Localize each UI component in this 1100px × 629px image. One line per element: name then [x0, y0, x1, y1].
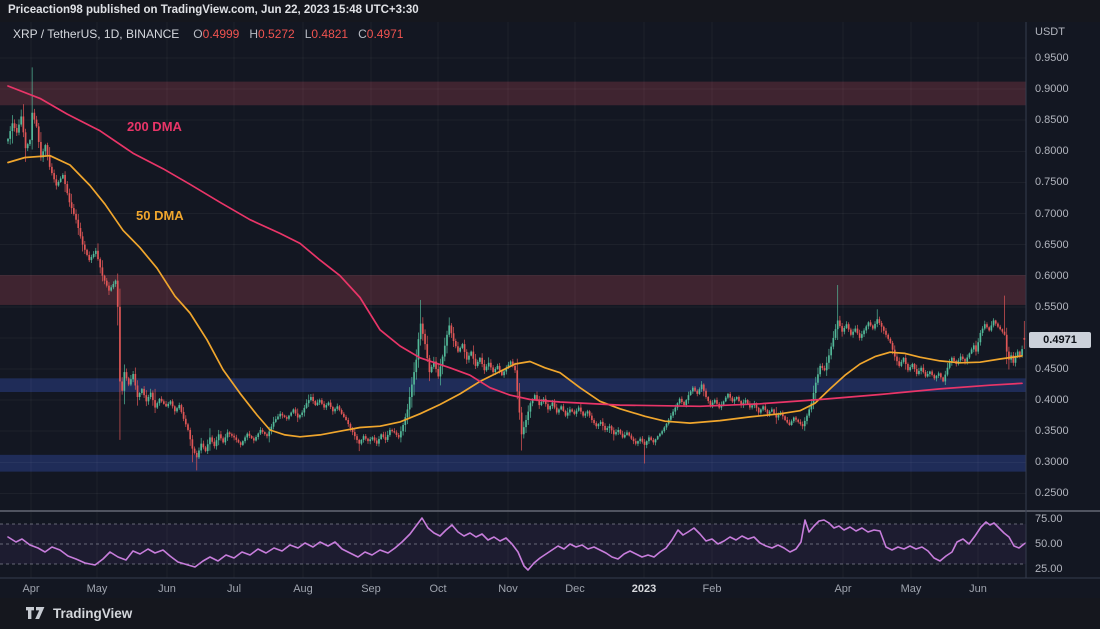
publish-info-bar: Priceaction98 published on TradingView.c…	[0, 0, 1100, 22]
main-pane[interactable]	[0, 22, 1026, 511]
time-axis[interactable]: Apr May Jun Jul Aug Sep Oct Nov Dec 2023 Feb Apr May…	[0, 580, 1026, 598]
time-tick-label: Aug	[293, 583, 313, 595]
tradingview-brand-text[interactable]: TradingView	[53, 606, 133, 621]
ohlc-high: H0.5272	[249, 27, 295, 41]
time-tick-label: Jun	[158, 583, 176, 595]
time-tick-label: Sep	[361, 583, 381, 595]
currency-label: USDT	[1035, 26, 1065, 38]
ohlc-close: C0.4971	[358, 27, 404, 41]
price-tick-label: 0.4000	[1035, 394, 1069, 407]
time-tick-label: Jun	[969, 583, 987, 595]
price-tick-label: 0.6500	[1035, 238, 1069, 251]
price-chart[interactable]	[0, 22, 1100, 598]
resistance-zone	[0, 275, 1026, 305]
price-tick-label: 0.7000	[1035, 207, 1069, 220]
tradingview-logo-icon[interactable]	[25, 606, 46, 621]
price-tick-label: 0.3000	[1035, 456, 1069, 469]
price-tick-label: 0.8500	[1035, 114, 1069, 127]
price-tick-label: 0.5500	[1035, 300, 1069, 313]
time-tick-label: Nov	[498, 583, 518, 595]
price-tick-label: 0.7500	[1035, 176, 1069, 189]
price-tick-label: 0.2500	[1035, 487, 1069, 500]
rsi-pane[interactable]	[0, 512, 1029, 578]
rsi-tick-label: 25.00	[1035, 563, 1063, 575]
time-tick-label: 2023	[631, 583, 657, 595]
price-tick-label: 0.6000	[1035, 269, 1069, 282]
ma50-label: 50 DMA	[136, 208, 184, 223]
ohlc-low: L0.4821	[304, 27, 349, 41]
time-tick-label: Jul	[226, 583, 242, 595]
price-tick-label: 0.9500	[1035, 52, 1069, 64]
last-price-badge: 0.4971	[1029, 332, 1091, 348]
support-zone	[0, 378, 1026, 393]
price-tick-label: 0.3500	[1035, 425, 1069, 438]
price-tick-label: 0.9000	[1035, 83, 1069, 96]
footer-bar: TradingView	[0, 598, 1100, 629]
rsi-tick-label: 50.00	[1035, 538, 1063, 550]
price-tick-label: 0.8000	[1035, 145, 1069, 158]
ma200-label: 200 DMA	[127, 119, 182, 134]
time-tick-label: Oct	[429, 583, 447, 595]
ohlc-open: O0.4999	[193, 27, 240, 41]
rsi-tick-label: 75.00	[1035, 513, 1063, 525]
time-tick-label: May	[86, 583, 108, 595]
symbol-title: XRP / TetherUS, 1D, BINANCE	[13, 27, 180, 41]
chart-legend[interactable]: XRP / TetherUS, 1D, BINANCE O0.4999 H0.5…	[13, 27, 413, 41]
price-tick-label: 0.4500	[1035, 363, 1069, 375]
resistance-zone	[0, 81, 1026, 106]
time-tick-label: Apr	[22, 583, 40, 595]
time-tick-label: Feb	[702, 583, 722, 595]
time-tick-label: Apr	[834, 583, 852, 595]
time-tick-label: May	[900, 583, 922, 595]
time-tick-label: Dec	[565, 583, 585, 595]
support-zone	[0, 454, 1026, 472]
